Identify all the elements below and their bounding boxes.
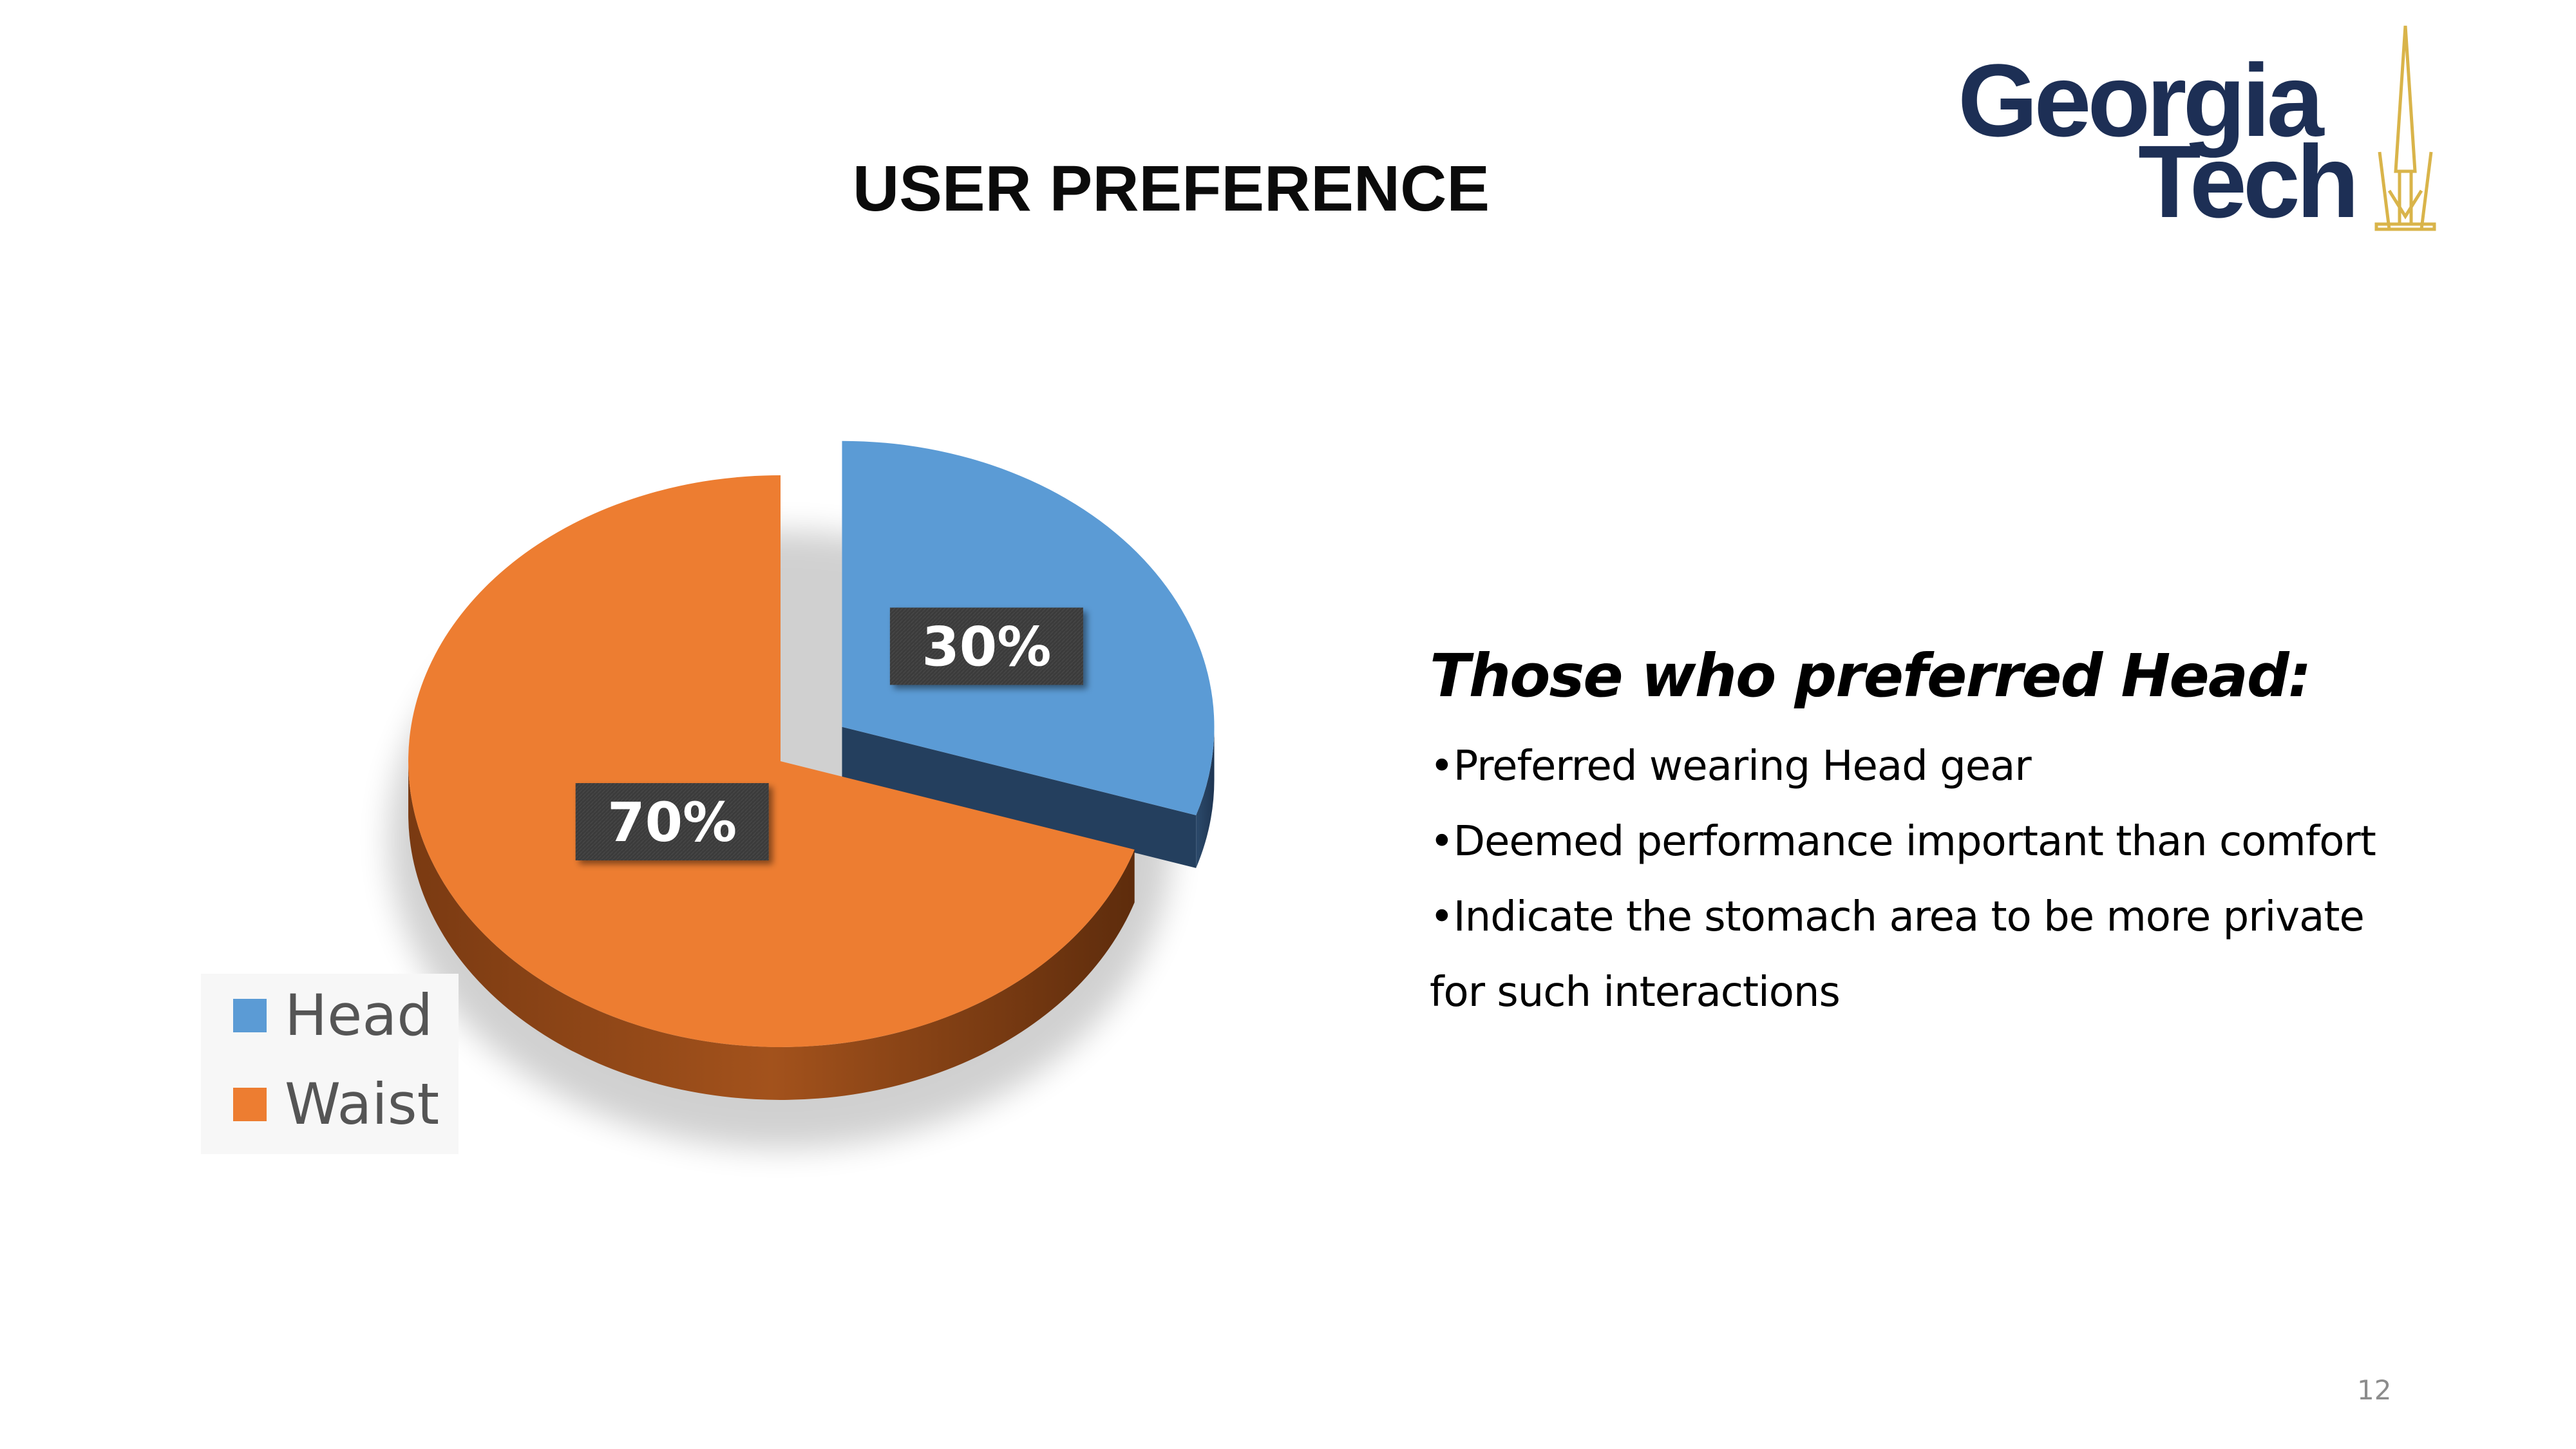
legend-item-head: Head (233, 980, 433, 1051)
data-label-waist: 70% (575, 783, 769, 860)
pie-data-labels: 30% 70% (575, 607, 1083, 860)
bullet-item: •Deemed performance important than comfo… (1430, 818, 2376, 866)
chart-legend: Head Waist (201, 974, 459, 1154)
legend-label-head: Head (285, 982, 433, 1048)
pie-chart: 30% 70% (389, 440, 1215, 1149)
insight-panel: Those who preferred Head: •Preferred wea… (1430, 638, 2524, 1030)
data-label-box (889, 607, 1083, 685)
pie-slice-waist (408, 475, 1135, 1047)
slide-title: USER PREFERENCE (853, 153, 1490, 225)
bullet-item: •Preferred wearing Head gear (1430, 743, 2032, 790)
logo-word-georgia: Georgia (1958, 43, 2324, 158)
page-number: 12 (2357, 1374, 2392, 1406)
bullet-item-continuation: for such interactions (1430, 969, 1841, 1016)
pie-depth-waist (408, 761, 1135, 1100)
data-label-box (575, 783, 769, 860)
pie-cut-face-head (842, 726, 1197, 868)
legend-swatch-waist (233, 1088, 267, 1121)
bullet-item: •Indicate the stomach area to be more pr… (1430, 893, 2365, 941)
legend-label-waist: Waist (285, 1071, 440, 1137)
panel-heading: Those who preferred Head: (1430, 641, 2312, 710)
data-label-head: 30% (889, 607, 1083, 685)
legend-swatch-head (233, 999, 267, 1032)
tech-tower-icon (2374, 25, 2436, 231)
data-label-text: 30% (922, 616, 1051, 679)
legend-item-waist: Waist (233, 1069, 439, 1140)
georgia-tech-logo: Georgia Tech (1951, 23, 2441, 236)
pie-depth-head (1196, 726, 1215, 868)
data-label-text: 70% (607, 791, 737, 854)
logo-word-tech: Tech (2138, 124, 2360, 239)
pie-depth-layer (408, 726, 1215, 1100)
